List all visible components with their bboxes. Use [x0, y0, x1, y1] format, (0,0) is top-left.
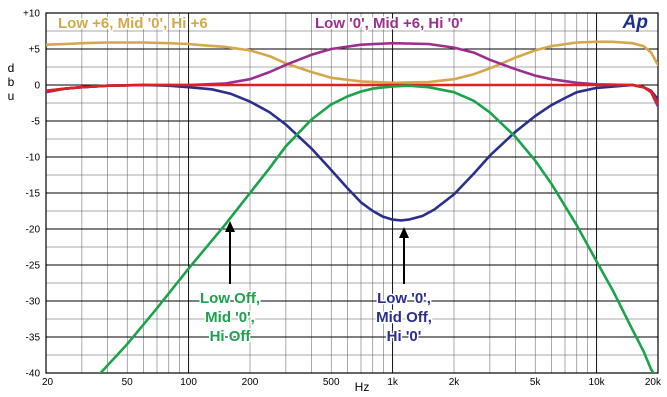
x-tick-label: 1k	[387, 377, 399, 388]
ap-logo: Ap	[622, 12, 648, 33]
x-tick-label: 50	[122, 377, 134, 388]
annotation-line: Low '0',	[377, 290, 431, 307]
y-tick-label: -40	[26, 369, 41, 380]
y-tick-label: -20	[26, 225, 41, 236]
series-lines	[46, 40, 658, 373]
y-tick-label: -30	[26, 297, 41, 308]
x-tick-label: 2k	[449, 377, 461, 388]
y-tick-label: -35	[26, 333, 41, 344]
arrow-blue-head	[399, 227, 409, 238]
x-tick-label: 100	[180, 377, 197, 388]
y-tick-label: 0	[34, 81, 40, 92]
x-tick-label: 20	[42, 377, 54, 388]
y-axis-title: d b u	[8, 61, 15, 103]
x-tick-label: 5k	[530, 377, 542, 388]
annotation-line: Low +6, Mid '0', Hi +6	[58, 15, 208, 32]
series-line-4	[46, 83, 658, 105]
arrow-green-head	[225, 221, 235, 232]
y-axis-ticks: +10 +5 0 -5 -10 -15 -20 -25 -30 -35 -40	[23, 9, 40, 380]
y-tick-label: -25	[26, 261, 41, 272]
annotation-label-1: Low '0', Mid +6, Hi '0'	[315, 15, 463, 32]
x-tick-label: 20k	[645, 377, 662, 388]
svg-text:u: u	[8, 89, 15, 103]
annotation-line: Hi '0'	[387, 328, 422, 345]
annotation-label-0: Low +6, Mid '0', Hi +6	[58, 15, 208, 32]
x-axis-title: Hz	[355, 380, 370, 394]
annotation-line: Low Off,	[200, 290, 260, 307]
x-tick-label: 10k	[589, 377, 606, 388]
annotation-line: Hi Off	[210, 328, 252, 345]
annotation-line: Mid '0',	[205, 309, 255, 326]
annotation-line: Mid Off,	[376, 309, 432, 326]
x-tick-label: 200	[242, 377, 259, 388]
svg-text:b: b	[8, 75, 15, 89]
annotation-line: Low '0', Mid +6, Hi '0'	[315, 15, 463, 32]
plot-frame	[45, 12, 659, 374]
y-tick-label: +10	[23, 9, 40, 20]
svg-text:d: d	[8, 61, 15, 75]
annotation-label-2: Low Off, Mid '0', Hi Off	[200, 290, 260, 345]
series-line-3	[99, 84, 655, 373]
annotations: Low +6, Mid '0', Hi +6 Low '0', Mid +6, H…	[57, 14, 465, 347]
series-line-2	[46, 83, 658, 222]
y-tick-label: -10	[26, 153, 41, 164]
y-tick-label: -15	[26, 189, 41, 200]
annotation-label-3: Low '0', Mid Off, Hi '0'	[376, 290, 432, 345]
y-tick-label: -5	[31, 117, 40, 128]
series-line-0	[46, 40, 658, 85]
x-axis-ticks: 20 50 100 200 500 1k 2k 5k 10k 20k	[42, 377, 662, 388]
x-tick-label: 500	[323, 377, 340, 388]
y-tick-label: +5	[29, 45, 41, 56]
annotation-arrows	[225, 221, 409, 284]
